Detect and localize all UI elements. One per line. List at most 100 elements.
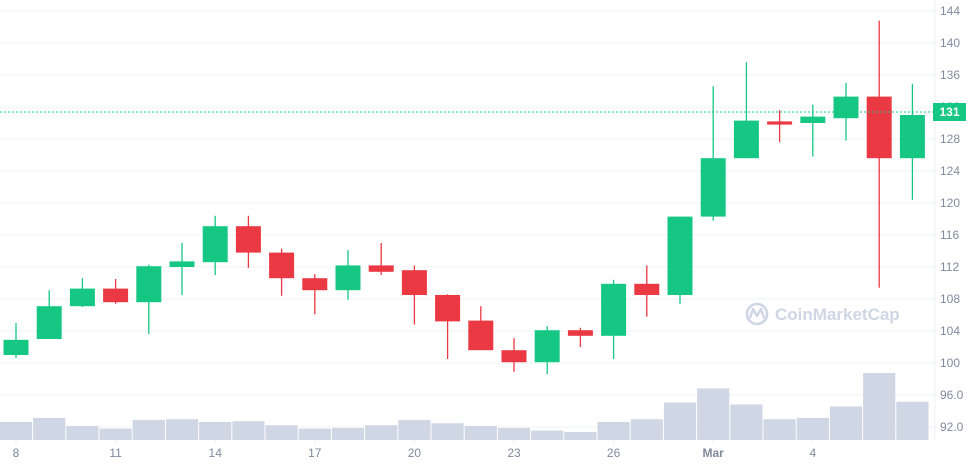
- y-axis: 14414013613212812412011611210810410096.0…: [940, 4, 964, 434]
- candle-body: [733, 120, 759, 159]
- candle-up[interactable]: [534, 326, 560, 375]
- x-tick-label: 23: [507, 446, 521, 460]
- candle-down[interactable]: [269, 248, 295, 296]
- grid-lines: [0, 10, 935, 428]
- candle-down[interactable]: [567, 327, 593, 347]
- candle-down[interactable]: [368, 243, 394, 275]
- volume-bar: [331, 427, 365, 440]
- volume-bar: [265, 425, 298, 440]
- y-tick-label: 92.0: [940, 420, 964, 434]
- y-tick-label: 128: [940, 132, 960, 146]
- candle-down[interactable]: [435, 294, 461, 359]
- candle-up[interactable]: [700, 86, 726, 221]
- candle-body: [235, 226, 261, 253]
- candle-up[interactable]: [335, 250, 361, 300]
- x-tick-label: 11: [109, 446, 122, 460]
- candle-body: [501, 350, 527, 363]
- candle-body: [202, 226, 228, 263]
- candle-body: [601, 283, 627, 336]
- volume-bar: [829, 406, 863, 440]
- candle-down[interactable]: [501, 338, 527, 372]
- current-price-tag-bg: [933, 103, 966, 121]
- x-axis: 8 11 14 17 20 23 26 Mar 4: [13, 440, 816, 460]
- candle-body: [899, 115, 925, 159]
- candle-body: [36, 306, 62, 339]
- volume-bar: [697, 388, 730, 440]
- candle-down[interactable]: [767, 110, 793, 143]
- candle-body: [69, 288, 95, 307]
- x-tick-label: 4: [809, 446, 816, 460]
- candle-body: [634, 283, 660, 295]
- x-tick-label: 8: [13, 446, 20, 460]
- candle-down[interactable]: [103, 279, 129, 304]
- candle-body: [468, 320, 494, 351]
- volume-bar: [132, 419, 165, 440]
- volume-bar: [398, 419, 431, 440]
- candle-up[interactable]: [800, 104, 826, 157]
- current-price-label: 131: [939, 105, 959, 119]
- x-tick-label: Mar: [703, 446, 725, 460]
- x-tick-label: 14: [209, 446, 223, 460]
- candle-down[interactable]: [866, 20, 892, 288]
- candle-down[interactable]: [235, 215, 261, 268]
- volume-bar: [66, 425, 99, 440]
- candle-body: [136, 266, 162, 303]
- candle-up[interactable]: [601, 279, 627, 359]
- candle-up[interactable]: [36, 290, 62, 339]
- volume-bar: [564, 431, 597, 440]
- x-tick-label: 26: [607, 446, 621, 460]
- candle-down[interactable]: [302, 274, 328, 315]
- volume-bar: [365, 425, 398, 440]
- volume-bar: [531, 430, 564, 440]
- candle-body: [269, 252, 295, 279]
- candle-body: [800, 116, 826, 123]
- candle-body: [302, 278, 328, 291]
- y-tick-label: 96.0: [940, 388, 964, 402]
- volume-bar: [796, 417, 829, 440]
- candle-body: [435, 295, 461, 322]
- y-tick-label: 112: [940, 260, 959, 274]
- volume-bars: [0, 373, 929, 440]
- candle-up[interactable]: [3, 323, 29, 359]
- candle-up[interactable]: [899, 83, 925, 200]
- volume-bar: [630, 419, 663, 440]
- volume-bar: [863, 373, 896, 440]
- volume-bar: [33, 417, 66, 440]
- y-tick-label: 108: [940, 292, 960, 306]
- candle-up[interactable]: [136, 264, 162, 335]
- candles: [3, 20, 925, 375]
- y-tick-label: 100: [940, 356, 960, 370]
- candle-body: [169, 261, 195, 267]
- candle-up[interactable]: [733, 62, 759, 159]
- volume-bar: [730, 404, 763, 440]
- volume-bar: [896, 401, 929, 440]
- volume-bar: [298, 428, 331, 440]
- candle-body: [534, 330, 560, 363]
- candle-up[interactable]: [169, 243, 195, 295]
- candle-body: [103, 288, 129, 303]
- y-tick-label: 116: [940, 228, 959, 242]
- y-tick-label: 144: [940, 4, 960, 18]
- candle-body: [767, 121, 793, 125]
- candle-down[interactable]: [468, 306, 494, 351]
- candle-up[interactable]: [69, 278, 95, 307]
- volume-bar: [497, 427, 531, 440]
- candle-down[interactable]: [401, 265, 427, 325]
- volume-bar: [431, 423, 464, 440]
- candle-up[interactable]: [667, 216, 693, 304]
- y-tick-label: 120: [940, 196, 960, 210]
- coinmarketcap-logo-icon: [745, 302, 769, 326]
- candle-up[interactable]: [202, 215, 228, 275]
- volume-bar: [763, 419, 796, 440]
- y-tick-label: 140: [940, 36, 960, 50]
- x-tick-label: 20: [408, 446, 422, 460]
- candle-down[interactable]: [634, 265, 660, 317]
- volume-bar: [663, 402, 697, 440]
- candle-body: [567, 330, 593, 336]
- volume-bar: [165, 419, 199, 440]
- candle-body: [833, 96, 859, 119]
- candle-body: [368, 265, 394, 272]
- y-tick-label: 124: [940, 164, 960, 178]
